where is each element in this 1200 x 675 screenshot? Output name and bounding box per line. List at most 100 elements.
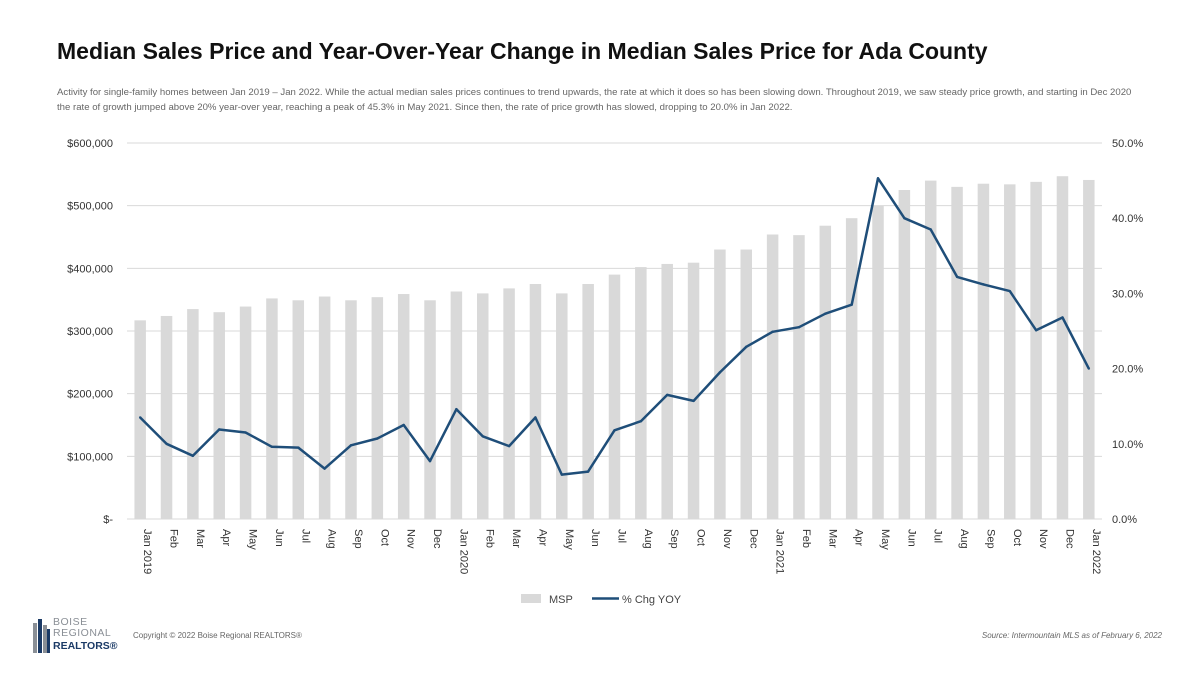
source-text: Source: Intermountain MLS as of February… xyxy=(981,631,1162,640)
x-tick-label: Mar xyxy=(194,529,206,548)
line-point xyxy=(270,445,274,449)
line-point xyxy=(745,345,748,348)
bar-msp xyxy=(476,293,489,519)
bar-msp xyxy=(1030,181,1042,519)
line-point xyxy=(1061,316,1064,319)
x-tick-label: Jan 2019 xyxy=(141,529,153,574)
x-tick-label: May xyxy=(563,529,575,550)
y-left-tick-label: $100,000 xyxy=(67,451,113,463)
bar-msp xyxy=(845,218,858,519)
bar-msp xyxy=(608,274,621,519)
x-tick-label: Nov xyxy=(1037,529,1049,549)
line-point xyxy=(955,275,959,279)
bar-msp xyxy=(793,235,805,519)
bar-msp xyxy=(819,225,832,519)
line-point xyxy=(718,371,722,374)
line-point xyxy=(929,228,932,231)
legend-swatch-msp xyxy=(521,594,541,603)
x-tick-label: Sep xyxy=(984,529,996,549)
y-right-tick-label: 10.0% xyxy=(1112,439,1143,451)
bar-msp xyxy=(687,262,700,519)
line-point xyxy=(376,437,379,440)
line-point xyxy=(613,429,616,432)
line-point xyxy=(297,446,300,449)
x-tick-label: Feb xyxy=(168,529,180,548)
y-right-tick-label: 30.0% xyxy=(1112,288,1143,300)
chart-subtitle: Activity for single-family homes between… xyxy=(57,87,1132,113)
line-point xyxy=(138,416,142,419)
bar-msp xyxy=(1083,179,1095,519)
y-right-tick-label: 40.0% xyxy=(1112,213,1143,225)
line-point xyxy=(850,303,853,306)
chart-title: Median Sales Price and Year-Over-Year Ch… xyxy=(57,38,988,64)
y-right-tick-label: 20.0% xyxy=(1112,364,1143,376)
line-point xyxy=(982,283,985,286)
bar-msp xyxy=(424,300,436,519)
logo-text-line3: REALTORS® xyxy=(53,640,118,652)
bar-msp xyxy=(714,249,726,520)
bar-msp xyxy=(503,288,515,519)
line-point xyxy=(771,330,774,333)
line-point xyxy=(903,217,906,220)
bar-msp xyxy=(951,186,963,519)
bar-msp xyxy=(924,180,937,519)
building-icon xyxy=(33,619,50,653)
bar-msp xyxy=(977,183,990,519)
line-point xyxy=(692,399,695,403)
x-tick-label: Jan 2022 xyxy=(1090,529,1102,574)
bar-msp xyxy=(160,315,173,519)
x-tick-label: Aug xyxy=(958,529,970,549)
bar-msp xyxy=(582,284,594,519)
y-right-tick-label: 0.0% xyxy=(1112,514,1137,526)
line-point xyxy=(876,177,880,180)
bar-msp xyxy=(1004,184,1016,520)
line-point xyxy=(428,459,432,463)
x-tick-label: Apr xyxy=(536,529,548,546)
bar-msp xyxy=(1056,176,1069,520)
bar-msp xyxy=(187,309,199,519)
bar-msp xyxy=(529,284,542,519)
x-tick-label: Jan 2020 xyxy=(457,529,469,574)
x-tick-label: Aug xyxy=(326,529,338,549)
line-point xyxy=(666,393,669,397)
x-tick-label: May xyxy=(879,529,891,550)
x-tick-label: Jan 2021 xyxy=(774,529,786,574)
bar-msp xyxy=(266,298,278,519)
bar-msp xyxy=(740,249,753,520)
bar-msp xyxy=(872,205,884,519)
x-tick-label: Dec xyxy=(747,529,759,549)
legend-label-pct: % Chg YOY xyxy=(622,594,682,606)
x-tick-label: Oct xyxy=(1011,529,1023,546)
brand-logo: BOISE REGIONAL REALTORS® xyxy=(32,617,124,659)
y-left-tick-label: $400,000 xyxy=(67,263,113,275)
x-tick-label: Oct xyxy=(378,529,390,546)
x-tick-label: Jul xyxy=(299,529,311,543)
x-tick-label: May xyxy=(247,529,259,550)
copyright-text: Copyright © 2022 Boise Regional REALTORS… xyxy=(133,631,302,640)
x-tick-label: Mar xyxy=(826,529,838,548)
bar-msp xyxy=(556,293,568,519)
bar-msp xyxy=(213,312,225,519)
line-point xyxy=(507,444,511,448)
y-left-tick-label: $300,000 xyxy=(67,326,113,338)
line-point xyxy=(1008,289,1011,293)
x-tick-label: Apr xyxy=(853,529,865,546)
x-tick-label: Apr xyxy=(220,529,232,546)
line-point xyxy=(191,454,195,458)
bar-msp xyxy=(898,190,911,519)
x-tick-label: Sep xyxy=(668,529,680,549)
bar-msp xyxy=(345,300,357,519)
x-tick-label: Dec xyxy=(1063,529,1075,549)
x-tick-label: Feb xyxy=(800,529,812,548)
line-point xyxy=(1034,329,1038,332)
y-left-tick-label: $500,000 xyxy=(67,201,113,213)
y-left-tick-label: $200,000 xyxy=(67,389,113,401)
bar-msp xyxy=(661,263,673,519)
line-point xyxy=(481,435,484,438)
line-point xyxy=(455,408,458,411)
y-left-tick-label: $600,000 xyxy=(67,138,113,150)
x-tick-label: Jul xyxy=(932,529,944,543)
x-tick-label: Jun xyxy=(273,529,285,547)
line-point xyxy=(797,326,801,329)
